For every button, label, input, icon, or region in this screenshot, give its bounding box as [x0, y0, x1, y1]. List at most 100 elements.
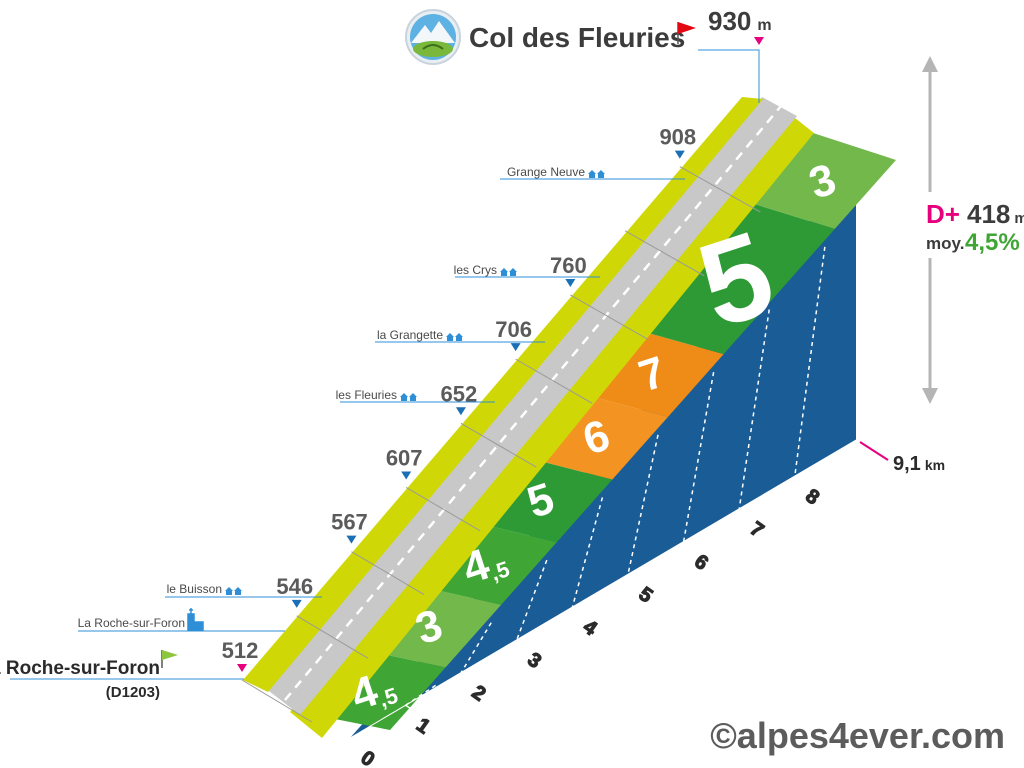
gain-value: 418 m: [967, 199, 1024, 229]
km-tick-0: [349, 737, 363, 747]
km-tick-label-2: 2: [468, 681, 490, 705]
road-surface: [265, 97, 797, 715]
km-tick-label-0: 0: [357, 747, 379, 768]
road-divider-0: [241, 679, 313, 723]
km-tick-label-7: 7: [746, 518, 768, 542]
km-tick-label-4: 4: [579, 616, 601, 641]
inner-verge: [290, 118, 814, 738]
place-le-buisson: le Buisson: [165, 582, 322, 598]
km-tick-8: [794, 475, 808, 485]
svg-text:Grange Neuve: Grange Neuve: [507, 165, 585, 179]
altitude-markers: 512 546 567 607 652 706 760 908: [222, 125, 696, 672]
wall-dash-4: [571, 497, 604, 608]
road-centre-line: [284, 105, 782, 701]
road-divider-8: [679, 166, 761, 213]
road-dividers: [241, 166, 761, 723]
altitude-label-2: 567: [331, 510, 368, 535]
summit-altitude: 930 m: [708, 6, 772, 36]
wall-dashes: [405, 246, 826, 706]
grade-band-4: [524, 393, 669, 480]
church-icon: [187, 608, 204, 631]
stats-panel: D+ 418 m moy. 4,5%: [918, 56, 1024, 404]
svg-text:les Fleuries: les Fleuries: [336, 388, 397, 402]
altitude-label-4: 652: [441, 381, 478, 406]
gain-label: D+: [926, 199, 960, 229]
grade-band-6: [636, 202, 835, 355]
altitude-marker-icon-2: [346, 535, 357, 544]
wall-dash-2: [460, 622, 492, 673]
end-marker-line: [859, 441, 889, 461]
altitude-marker-icon-5: [510, 343, 521, 352]
place-la-grangette: la Grangette: [375, 328, 545, 343]
start-label: la Roche-sur-Foron (D1203): [0, 650, 244, 701]
km-tick-label-6: 6: [690, 550, 712, 574]
grade-bands: [300, 132, 896, 730]
altitude-label-0: 512: [222, 638, 259, 663]
houses-icon: [225, 587, 242, 595]
summit-flag-icon: [677, 22, 696, 44]
altitude-label-7: 908: [659, 125, 696, 150]
svg-text:La Roche-sur-Foron: La Roche-sur-Foron: [78, 616, 185, 630]
start-name: la Roche-sur-Foron: [0, 658, 160, 679]
wall-dash-3: [516, 559, 548, 641]
road-divider-4: [460, 422, 537, 468]
road-divider-6: [570, 294, 649, 341]
road-divider-3: [405, 487, 481, 532]
place-les-fleuries: les Fleuries: [336, 388, 495, 403]
altitude-marker-icon-3: [401, 471, 412, 480]
houses-icon: [500, 268, 517, 276]
altitude-marker-icon-4: [455, 407, 466, 416]
grade-band-5: [580, 329, 724, 417]
grade-band-3: [468, 457, 613, 543]
avg-label: moy.: [926, 234, 964, 253]
km-tick-2: [460, 671, 474, 682]
altitude-marker-icon-1: [291, 599, 302, 608]
grade-band-2: [412, 520, 557, 605]
wall-dash-1: [405, 684, 437, 706]
watermark: ©alpes4ever.com: [710, 715, 1005, 756]
wall-dash-8: [794, 246, 826, 477]
svg-text:les Crys: les Crys: [454, 263, 497, 277]
altitude-label-3: 607: [386, 445, 423, 470]
place-labels: Grange Neuve les Crys la Grangette les F…: [78, 165, 685, 632]
place-la-roche-town: La Roche-sur-Foron: [78, 608, 285, 632]
outer-verge: [243, 97, 763, 692]
altitude-marker-icon-6: [565, 278, 576, 287]
wall-dash-7: [738, 309, 770, 509]
mountain-pass-icon: [405, 9, 461, 65]
total-distance: 9,1 km: [893, 453, 945, 475]
houses-icon: [400, 393, 417, 401]
houses-icon: [588, 170, 605, 178]
road-divider-2: [351, 551, 425, 595]
houses-icon: [446, 333, 463, 341]
km-tick-label-5: 5: [635, 583, 657, 607]
start-road: (D1203): [106, 684, 160, 701]
road-divider-5: [515, 358, 593, 404]
summit-header: Col des Fleuries 930 m: [405, 6, 772, 103]
altitude-marker-icon-7: [674, 150, 685, 159]
km-tick-6: [683, 540, 697, 551]
altitude-label-5: 706: [495, 317, 532, 342]
km-tick-label-1: 1: [412, 714, 434, 738]
km-tick-label-3: 3: [523, 649, 545, 673]
grade-band-7: [748, 132, 896, 229]
km-tick-5: [627, 573, 641, 583]
start-flag-icon: [161, 650, 178, 668]
km-tick-label-8: 8: [801, 485, 823, 509]
km-axis-line: [349, 439, 857, 739]
km-tick-7: [738, 508, 752, 518]
road-divider-7: [624, 230, 705, 277]
svg-text:la Grangette: la Grangette: [377, 328, 443, 342]
avg-value: 4,5%: [965, 229, 1020, 256]
km-tick-3: [516, 639, 530, 649]
place-les-crys: les Crys: [454, 263, 600, 278]
altitude-label-6: 760: [550, 253, 587, 278]
altitude-label-1: 546: [276, 574, 313, 599]
svg-text:le Buisson: le Buisson: [167, 582, 222, 596]
km-tick-4: [572, 606, 585, 616]
road-divider-1: [296, 615, 369, 659]
place-grange-neuve: Grange Neuve: [500, 165, 685, 180]
climb-title: Col des Fleuries: [469, 22, 685, 53]
